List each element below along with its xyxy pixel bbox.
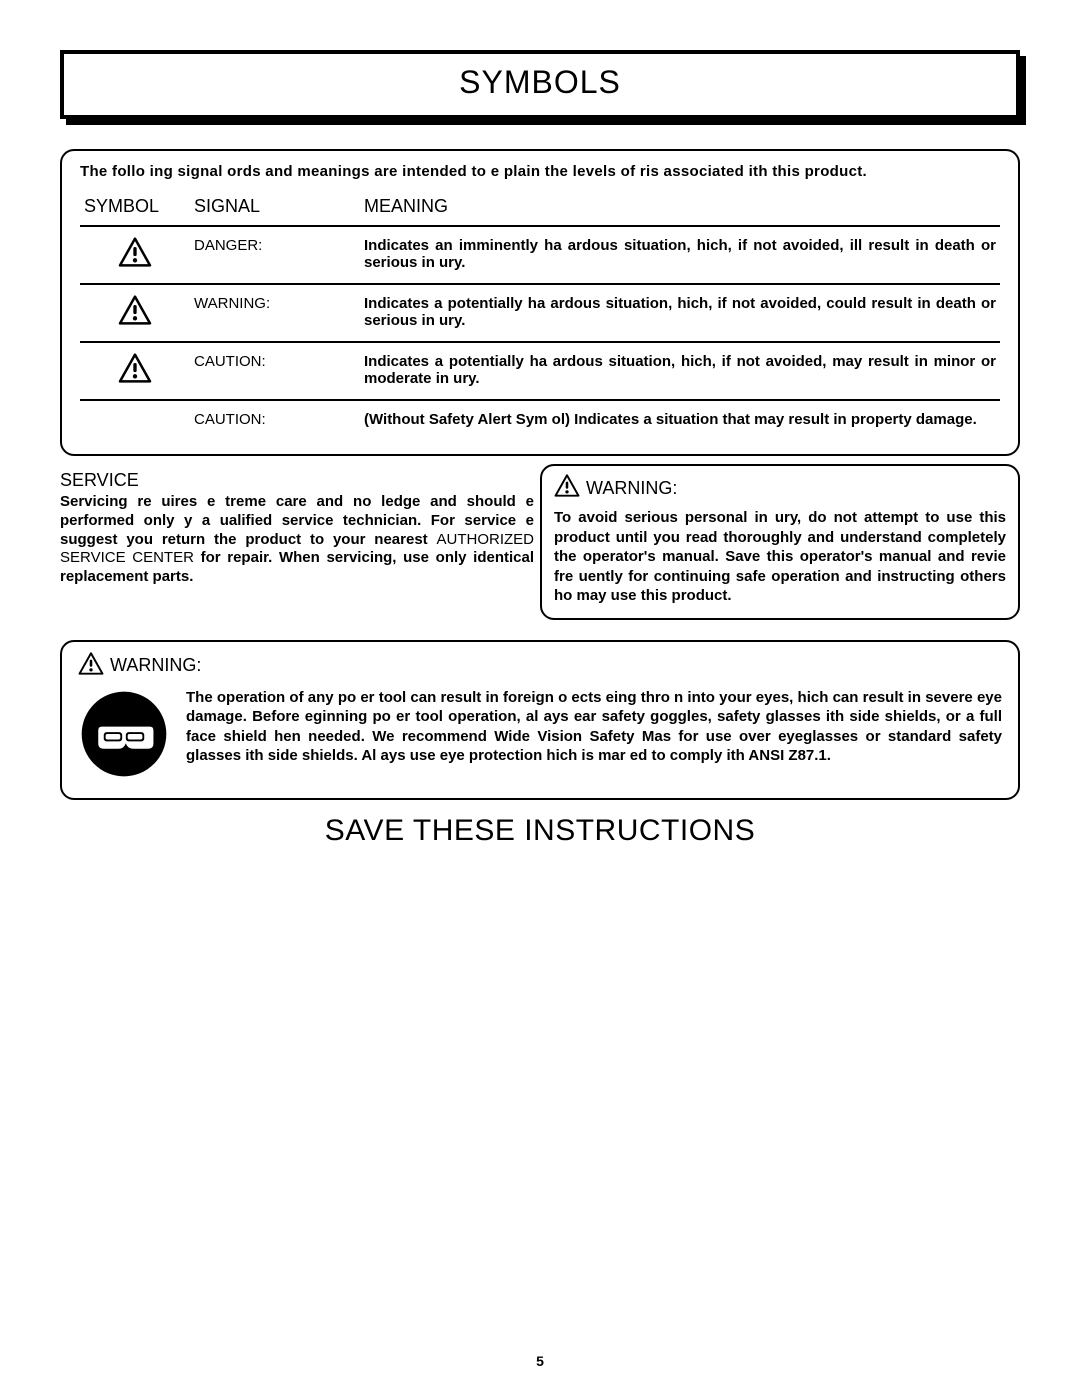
table-row: CAUTION: (Without Safety Alert Sym ol) I… <box>80 400 1000 440</box>
warning-header: WARNING: <box>554 474 1006 502</box>
symbol-cell <box>80 226 190 284</box>
table-row: CAUTION: Indicates a potentially ha ardo… <box>80 342 1000 400</box>
page-number: 5 <box>0 1353 1080 1369</box>
table-header-row: SYMBOL SIGNAL MEANING <box>80 190 1000 226</box>
signal-table: SYMBOL SIGNAL MEANING DANGER: Indicates … <box>80 190 1000 440</box>
table-row: WARNING: Indicates a potentially ha ardo… <box>80 284 1000 342</box>
table-row: DANGER: Indicates an imminently ha ardou… <box>80 226 1000 284</box>
header-signal: SIGNAL <box>190 190 360 226</box>
eye-protection-warning-box: WARNING: T <box>60 640 1020 800</box>
safety-goggles-icon <box>78 688 170 780</box>
symbol-cell <box>80 342 190 400</box>
warning-header: WARNING: <box>78 652 1002 680</box>
service-body: Servicing re uires e treme care and no l… <box>60 493 534 587</box>
signal-cell: DANGER: <box>190 226 360 284</box>
meaning-cell: Indicates an imminently ha ardous situat… <box>360 226 1000 284</box>
alert-triangle-icon <box>118 237 152 271</box>
page-title: SYMBOLS <box>60 50 1020 119</box>
header-meaning: MEANING <box>360 190 1000 226</box>
meaning-cell: (Without Safety Alert Sym ol) Indicates … <box>360 400 1000 440</box>
page: SYMBOLS The follo ing signal ords and me… <box>0 0 1080 1397</box>
header-symbol: SYMBOL <box>80 190 190 226</box>
alert-triangle-icon <box>118 353 152 387</box>
alert-triangle-icon <box>78 652 104 680</box>
top-right-warning-box: WARNING: To avoid serious personal in ur… <box>540 464 1020 620</box>
warning-label: WARNING: <box>586 478 677 499</box>
table-intro: The follo ing signal ords and meanings a… <box>80 163 1000 180</box>
alert-triangle-icon <box>118 295 152 329</box>
bottom-content: The operation of any po er tool can resu… <box>78 688 1002 780</box>
warning-body: To avoid serious personal in ury, do not… <box>554 508 1006 606</box>
bottom-warning-text: The operation of any po er tool can resu… <box>186 688 1002 766</box>
signal-cell: WARNING: <box>190 284 360 342</box>
meaning-cell: Indicates a potentially ha ardous situat… <box>360 284 1000 342</box>
alert-triangle-icon <box>554 474 580 502</box>
warning-label: WARNING: <box>110 655 201 676</box>
signal-table-box: The follo ing signal ords and meanings a… <box>60 149 1020 456</box>
save-instructions: SAVE THESE INSTRUCTIONS <box>60 814 1020 848</box>
title-panel: SYMBOLS <box>60 50 1020 119</box>
service-heading: SERVICE <box>60 470 534 491</box>
symbol-cell <box>80 284 190 342</box>
symbol-cell-empty <box>80 400 190 440</box>
meaning-cell: Indicates a potentially ha ardous situat… <box>360 342 1000 400</box>
service-warning-row: SERVICE Servicing re uires e treme care … <box>60 470 1020 620</box>
signal-cell: CAUTION: <box>190 342 360 400</box>
signal-cell: CAUTION: <box>190 400 360 440</box>
service-column: SERVICE Servicing re uires e treme care … <box>60 470 540 620</box>
